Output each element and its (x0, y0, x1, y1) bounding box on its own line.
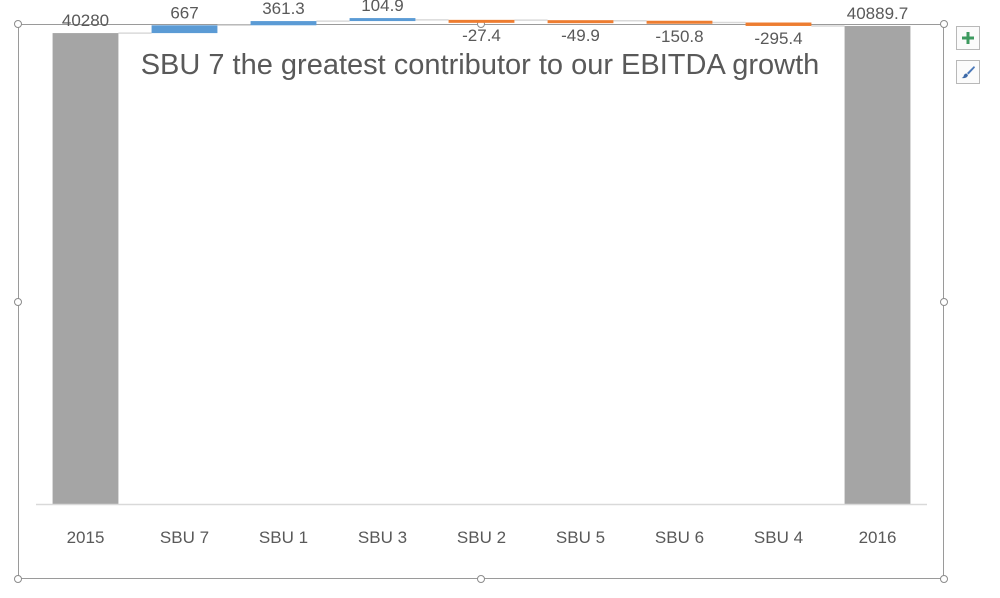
bar-sbu-3 (349, 18, 416, 22)
paintbrush-icon (961, 66, 975, 79)
data-label-2016: 40889.7 (847, 4, 908, 23)
data-label-sbu-7: 667 (170, 3, 198, 22)
tick-label-sbu-5: SBU 5 (556, 528, 605, 547)
data-label-sbu-3: 104.9 (361, 0, 404, 15)
chart-styles-button[interactable] (956, 60, 980, 84)
plus-icon (962, 32, 974, 44)
chart-elements-button[interactable] (956, 26, 980, 50)
tick-label-sbu-6: SBU 6 (655, 528, 704, 547)
tick-label-2016: 2016 (859, 528, 897, 547)
bar-sbu-6 (646, 20, 713, 24)
connector-lines (118, 19, 845, 34)
tick-label-sbu-3: SBU 3 (358, 528, 407, 547)
bar-sbu-4 (745, 22, 812, 26)
resize-handle-middle-right[interactable] (940, 298, 948, 306)
tick-label-sbu-7: SBU 7 (160, 528, 209, 547)
bar-2015 (52, 33, 119, 505)
bars (52, 18, 911, 505)
chart-title: SBU 7 the greatest contributor to our EB… (141, 49, 820, 81)
resize-handle-bottom-center[interactable] (477, 575, 485, 583)
data-label-2015: 40280 (62, 11, 109, 30)
data-label-sbu-5: -49.9 (561, 26, 600, 45)
resize-handle-bottom-left[interactable] (14, 575, 22, 583)
tick-label-sbu-2: SBU 2 (457, 528, 506, 547)
bar-sbu-5 (547, 20, 614, 24)
tick-label-sbu-1: SBU 1 (259, 528, 308, 547)
data-label-sbu-1: 361.3 (262, 0, 305, 18)
resize-handle-middle-left[interactable] (14, 298, 22, 306)
resize-handle-top-right[interactable] (940, 20, 948, 28)
bar-2016 (844, 25, 911, 504)
data-label-sbu-6: -150.8 (655, 27, 703, 46)
resize-handle-bottom-right[interactable] (940, 575, 948, 583)
bar-sbu-2 (448, 19, 515, 23)
data-label-sbu-4: -295.4 (754, 29, 802, 48)
tick-label-2015: 2015 (67, 528, 105, 547)
data-label-sbu-2: -27.4 (462, 26, 501, 45)
bar-sbu-1 (250, 21, 317, 26)
data-labels: 40280 667 361.3 104.9 -27.4 -49.9 -150.8 -295.4… (62, 0, 908, 48)
tick-label-sbu-4: SBU 4 (754, 528, 803, 547)
bar-sbu-7 (151, 25, 218, 34)
resize-handle-top-left[interactable] (14, 20, 22, 28)
x-axis-tick-labels: 2015 SBU 7 SBU 1 SBU 3 SBU 2 SBU 5 SBU 6 SBU 4 2… (67, 528, 897, 547)
